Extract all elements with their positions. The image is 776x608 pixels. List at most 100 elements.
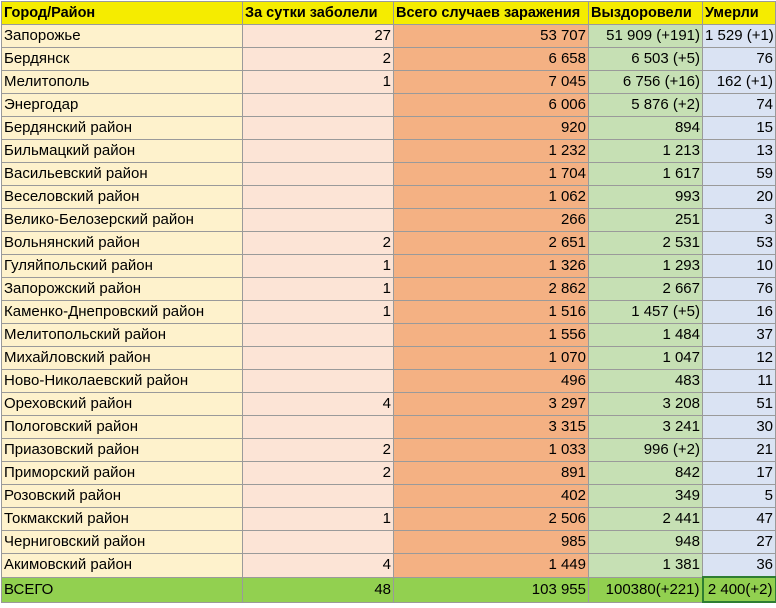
cell-daily[interactable]: [242, 139, 394, 163]
cell-city[interactable]: Токмакский район: [1, 507, 243, 531]
cell-total[interactable]: 1 326: [393, 254, 589, 278]
cell-total[interactable]: 1 556: [393, 323, 589, 347]
cell-daily[interactable]: [242, 185, 394, 209]
cell-total[interactable]: 1 062: [393, 185, 589, 209]
cell-recovered[interactable]: 1 457 (+5): [588, 300, 703, 324]
cell-daily[interactable]: 1: [242, 507, 394, 531]
cell-city[interactable]: Ново-Николаевский район: [1, 369, 243, 393]
summary-label[interactable]: ВСЕГО: [1, 576, 243, 603]
cell-daily[interactable]: [242, 93, 394, 117]
cell-died[interactable]: 59: [702, 162, 776, 186]
cell-died[interactable]: 30: [702, 415, 776, 439]
cell-daily[interactable]: [242, 484, 394, 508]
cell-city[interactable]: Запорожье: [1, 24, 243, 48]
cell-died[interactable]: 10: [702, 254, 776, 278]
cell-total[interactable]: 6 658: [393, 47, 589, 71]
cell-total[interactable]: 53 707: [393, 24, 589, 48]
cell-city[interactable]: Велико-Белозерский район: [1, 208, 243, 232]
summary-died[interactable]: 2 400(+2): [701, 576, 776, 603]
cell-total[interactable]: 1 449: [393, 553, 589, 578]
cell-died[interactable]: 15: [702, 116, 776, 140]
cell-recovered[interactable]: 483: [588, 369, 703, 393]
cell-daily[interactable]: 27: [242, 24, 394, 48]
cell-daily[interactable]: [242, 415, 394, 439]
cell-recovered[interactable]: 6 756 (+16): [588, 70, 703, 94]
cell-daily[interactable]: 1: [242, 277, 394, 301]
cell-daily[interactable]: 1: [242, 300, 394, 324]
cell-recovered[interactable]: 2 667: [588, 277, 703, 301]
cell-total[interactable]: 891: [393, 461, 589, 485]
cell-city[interactable]: Васильевский район: [1, 162, 243, 186]
cell-daily[interactable]: 2: [242, 47, 394, 71]
cell-city[interactable]: Приазовский район: [1, 438, 243, 462]
cell-total[interactable]: 1 033: [393, 438, 589, 462]
header-city[interactable]: Город/Район: [1, 1, 243, 25]
cell-city[interactable]: Михайловский район: [1, 346, 243, 370]
cell-total[interactable]: 920: [393, 116, 589, 140]
cell-daily[interactable]: [242, 323, 394, 347]
summary-daily[interactable]: 48: [242, 576, 394, 603]
cell-died[interactable]: 53: [702, 231, 776, 255]
cell-recovered[interactable]: 2 441: [588, 507, 703, 531]
cell-daily[interactable]: 4: [242, 392, 394, 416]
cell-recovered[interactable]: 1 293: [588, 254, 703, 278]
cell-city[interactable]: Гуляйпольский район: [1, 254, 243, 278]
cell-daily[interactable]: 1: [242, 70, 394, 94]
cell-total[interactable]: 1 070: [393, 346, 589, 370]
cell-city[interactable]: Энергодар: [1, 93, 243, 117]
cell-recovered[interactable]: 996 (+2): [588, 438, 703, 462]
cell-recovered[interactable]: 3 208: [588, 392, 703, 416]
cell-city[interactable]: Веселовский район: [1, 185, 243, 209]
cell-died[interactable]: 51: [702, 392, 776, 416]
cell-city[interactable]: Запорожский район: [1, 277, 243, 301]
cell-recovered[interactable]: 842: [588, 461, 703, 485]
cell-daily[interactable]: 2: [242, 231, 394, 255]
cell-died[interactable]: 76: [702, 47, 776, 71]
cell-died[interactable]: 37: [702, 323, 776, 347]
cell-total[interactable]: 2 862: [393, 277, 589, 301]
cell-total[interactable]: 266: [393, 208, 589, 232]
cell-city[interactable]: Приморский район: [1, 461, 243, 485]
cell-recovered[interactable]: 948: [588, 530, 703, 554]
cell-city[interactable]: Мелитополь: [1, 70, 243, 94]
cell-recovered[interactable]: 1 047: [588, 346, 703, 370]
cell-died[interactable]: 74: [702, 93, 776, 117]
cell-died[interactable]: 3: [702, 208, 776, 232]
cell-total[interactable]: 6 006: [393, 93, 589, 117]
cell-total[interactable]: 3 315: [393, 415, 589, 439]
header-daily[interactable]: За сутки заболели: [242, 1, 394, 25]
cell-died[interactable]: 12: [702, 346, 776, 370]
cell-recovered[interactable]: 2 531: [588, 231, 703, 255]
header-died[interactable]: Умерли: [702, 1, 776, 25]
header-recovered[interactable]: Выздоровели: [588, 1, 703, 25]
cell-daily[interactable]: 2: [242, 461, 394, 485]
cell-died[interactable]: 13: [702, 139, 776, 163]
cell-recovered[interactable]: 251: [588, 208, 703, 232]
cell-recovered[interactable]: 1 484: [588, 323, 703, 347]
cell-daily[interactable]: 2: [242, 438, 394, 462]
summary-total[interactable]: 103 955: [393, 576, 589, 603]
cell-daily[interactable]: [242, 162, 394, 186]
cell-city[interactable]: Бердянский район: [1, 116, 243, 140]
cell-city[interactable]: Бердянск: [1, 47, 243, 71]
summary-recovered[interactable]: 100380(+221): [588, 576, 703, 603]
cell-daily[interactable]: [242, 346, 394, 370]
header-total[interactable]: Всего случаев заражения: [393, 1, 589, 25]
cell-daily[interactable]: [242, 208, 394, 232]
cell-recovered[interactable]: 51 909 (+191): [588, 24, 703, 48]
cell-city[interactable]: Бильмацкий район: [1, 139, 243, 163]
cell-total[interactable]: 402: [393, 484, 589, 508]
cell-city[interactable]: Каменко-Днепровский район: [1, 300, 243, 324]
cell-total[interactable]: 2 651: [393, 231, 589, 255]
cell-died[interactable]: 76: [702, 277, 776, 301]
cell-died[interactable]: 5: [702, 484, 776, 508]
cell-died[interactable]: 47: [702, 507, 776, 531]
cell-recovered[interactable]: 1 381: [588, 553, 703, 578]
cell-recovered[interactable]: 5 876 (+2): [588, 93, 703, 117]
cell-died[interactable]: 21: [702, 438, 776, 462]
cell-died[interactable]: 16: [702, 300, 776, 324]
cell-died[interactable]: 1 529 (+1): [702, 24, 776, 48]
cell-total[interactable]: 1 232: [393, 139, 589, 163]
cell-died[interactable]: 17: [702, 461, 776, 485]
cell-total[interactable]: 1 704: [393, 162, 589, 186]
